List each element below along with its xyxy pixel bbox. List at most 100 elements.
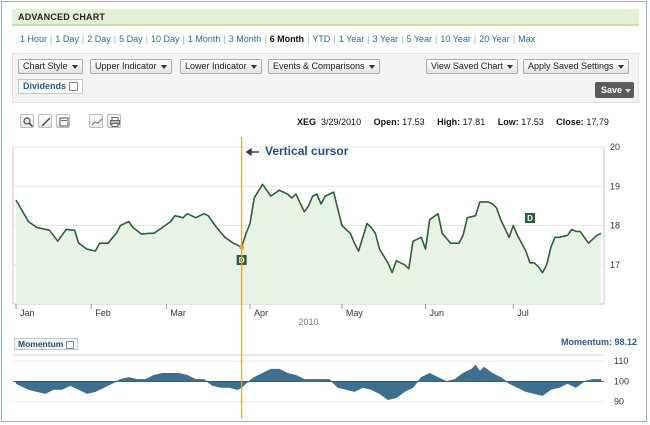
chevron-down-icon xyxy=(160,64,167,69)
annotation-arrow-icon xyxy=(245,148,252,156)
open-label: Open: xyxy=(373,117,400,127)
momentum-plot-area xyxy=(13,355,604,418)
range-separator: | xyxy=(113,34,117,44)
range-option[interactable]: 1 Day xyxy=(55,34,79,44)
upper-indicator-label: Upper Indicator xyxy=(95,61,157,71)
dividend-marker[interactable] xyxy=(524,213,535,223)
range-option[interactable]: 1 Year xyxy=(338,34,365,44)
draw-line-icon xyxy=(41,117,51,127)
range-separator: | xyxy=(367,34,370,44)
range-option[interactable]: YTD xyxy=(312,34,331,44)
range-option[interactable]: 1 Hour xyxy=(20,34,48,44)
range-separator: | xyxy=(401,34,404,44)
page-title: ADVANCED CHART xyxy=(18,12,106,22)
y-tick-label: 17 xyxy=(610,260,620,270)
momentum-y-tick-label: 100 xyxy=(614,376,629,386)
range-option[interactable]: 10 Day xyxy=(150,34,180,44)
x-tick-label: Jul xyxy=(517,308,529,318)
price-line xyxy=(15,183,602,274)
notes-icon xyxy=(59,117,69,127)
chart-style-dropdown[interactable]: Chart Style xyxy=(18,59,83,74)
view-saved-chart-label: View Saved Chart xyxy=(431,61,503,71)
close-label: Close: xyxy=(556,117,584,127)
range-separator: | xyxy=(435,34,438,44)
momentum-label: Momentum xyxy=(18,339,64,349)
low-value: 17.53 xyxy=(521,117,544,127)
momentum-indicator-tag[interactable]: Momentum xyxy=(14,338,79,350)
y-tick-label: 19 xyxy=(610,181,620,191)
x-tick-label: Jan xyxy=(20,308,35,318)
chevron-down-icon xyxy=(625,88,632,93)
range-option[interactable]: 6 Month xyxy=(269,34,305,44)
range-separator: | xyxy=(223,34,226,44)
dividends-toggle[interactable]: Dividends xyxy=(18,79,84,94)
low-label: Low: xyxy=(497,117,519,127)
time-range-selector: 1 Hour | 1 Day | 2 Day | 5 Day | 10 Day | 1 Month |… xyxy=(20,34,535,46)
range-separator: | xyxy=(473,34,477,44)
range-separator: | xyxy=(264,34,267,44)
notes-button[interactable] xyxy=(56,114,70,128)
chart-header: ADVANCED CHART xyxy=(12,9,639,26)
range-separator: | xyxy=(307,34,310,44)
chevron-down-icon xyxy=(617,64,624,69)
events-comparisons-dropdown[interactable]: Events & Comparisons xyxy=(268,59,380,74)
remove-icon[interactable] xyxy=(69,82,79,92)
zoom-button[interactable] xyxy=(20,114,34,128)
lower-indicator-label: Lower Indicator xyxy=(185,61,247,71)
save-button[interactable]: Save xyxy=(595,82,634,98)
range-option[interactable]: 2 Day xyxy=(87,34,111,44)
range-separator: | xyxy=(145,34,148,44)
range-option[interactable]: 3 Month xyxy=(228,34,262,44)
high-value: 17.81 xyxy=(462,117,486,127)
y-tick-label: 20 xyxy=(610,142,620,152)
x-tick-label: Mar xyxy=(170,308,186,318)
chart-type-icon xyxy=(91,118,103,126)
view-saved-chart-dropdown[interactable]: View Saved Chart xyxy=(426,59,518,74)
x-tick-label: May xyxy=(346,308,364,318)
close-value: 17.79 xyxy=(586,117,609,127)
chevron-down-icon xyxy=(71,64,78,69)
range-separator: | xyxy=(333,34,336,44)
quote-date: 3/29/2010 xyxy=(321,117,362,127)
chart-style-label: Chart Style xyxy=(23,61,68,71)
open-value: 17.53 xyxy=(402,117,425,127)
range-option[interactable]: 1 Month xyxy=(187,34,221,44)
events-comparisons-label: Events & Comparisons xyxy=(273,61,365,71)
apply-saved-settings-dropdown[interactable]: Apply Saved Settings xyxy=(523,59,629,74)
chevron-down-icon xyxy=(250,64,257,69)
x-tick-label: Apr xyxy=(254,308,268,318)
cursor-annotation: Vertical cursor xyxy=(265,144,349,158)
x-tick-label: Jun xyxy=(430,308,445,318)
y-tick-label: 18 xyxy=(610,221,620,231)
x-tick-label: Feb xyxy=(95,308,111,318)
quote-symbol: XEG xyxy=(297,117,317,127)
range-separator: | xyxy=(512,34,516,44)
range-option[interactable]: 3 Year xyxy=(372,34,399,44)
save-label: Save xyxy=(601,85,623,95)
draw-line-button[interactable] xyxy=(38,114,52,128)
range-option[interactable]: 10 Year xyxy=(440,34,471,44)
momentum-y-tick-label: 90 xyxy=(614,397,624,407)
remove-icon[interactable] xyxy=(66,340,75,349)
apply-saved-settings-label: Apply Saved Settings xyxy=(528,61,614,71)
lower-indicator-dropdown[interactable]: Lower Indicator xyxy=(180,59,262,74)
range-option[interactable]: 5 Year xyxy=(406,34,433,44)
range-option[interactable]: 5 Day xyxy=(119,34,143,44)
range-separator: | xyxy=(50,34,53,44)
x-axis-year-label: 2010 xyxy=(298,317,318,327)
dividend-marker-label: D xyxy=(527,214,533,223)
quote-readout: XEG 3/29/2010 Open: 17.53 High: 17.81 Lo… xyxy=(297,117,609,127)
print-icon xyxy=(110,117,120,127)
range-separator: | xyxy=(81,34,85,44)
upper-indicator-dropdown[interactable]: Upper Indicator xyxy=(90,59,172,74)
zoom-icon xyxy=(23,117,34,128)
chevron-down-icon xyxy=(506,64,513,69)
chart-type-button[interactable] xyxy=(89,114,103,128)
print-button[interactable] xyxy=(107,114,121,128)
range-separator: | xyxy=(182,34,185,44)
range-option[interactable]: 20 Year xyxy=(479,34,510,44)
range-option[interactable]: Max xyxy=(518,34,536,44)
momentum-y-tick-label: 110 xyxy=(614,356,628,366)
